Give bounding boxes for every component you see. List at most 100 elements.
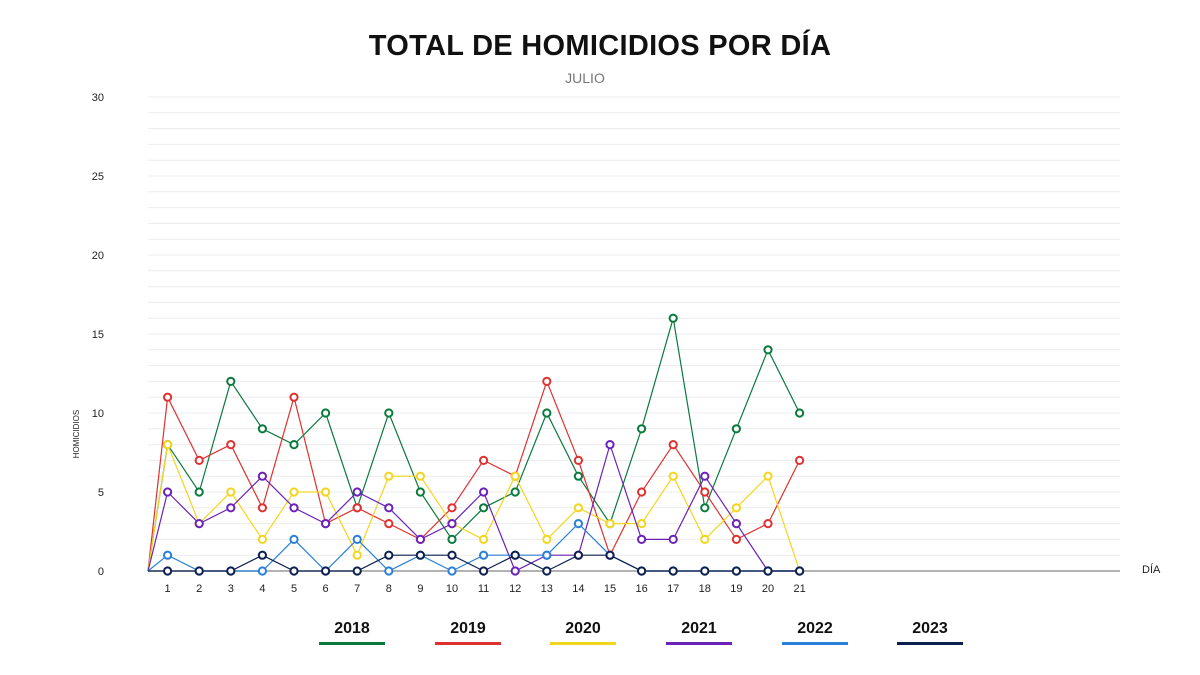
data-point — [795, 408, 805, 418]
data-point — [352, 487, 362, 497]
data-point — [700, 566, 710, 576]
legend-label: 2019 — [450, 620, 486, 637]
data-point — [542, 408, 552, 418]
legend-label: 2023 — [912, 620, 948, 637]
data-point — [352, 566, 362, 576]
data-point — [510, 566, 520, 576]
grid — [148, 96, 1120, 556]
y-axis-ticks: 0 5 10 15 20 25 30 — [92, 92, 104, 578]
data-point — [573, 550, 584, 560]
x-tick-label: 4 — [259, 583, 265, 595]
series-group — [147, 313, 805, 576]
data-point — [257, 534, 267, 545]
data-point — [573, 471, 584, 481]
x-tick-label: 13 — [541, 583, 553, 595]
data-point — [605, 550, 615, 560]
data-point — [384, 471, 394, 481]
data-point — [226, 440, 236, 450]
data-point — [447, 566, 457, 576]
data-point — [637, 534, 647, 545]
series-line — [147, 318, 801, 572]
data-point — [352, 550, 362, 560]
y-tick-label: 15 — [92, 329, 104, 341]
y-axis-label: HOMICIDIOS — [72, 410, 81, 458]
data-point — [352, 534, 362, 545]
data-point — [542, 566, 552, 576]
data-point — [226, 566, 236, 576]
data-point — [763, 566, 773, 576]
y-tick-label: 30 — [92, 92, 104, 104]
data-point — [573, 503, 584, 513]
data-point — [289, 534, 299, 545]
data-point — [637, 519, 647, 529]
data-point — [257, 471, 267, 481]
legend-swatch — [435, 642, 501, 645]
data-point — [668, 566, 678, 576]
data-point — [479, 550, 489, 560]
data-point — [542, 534, 552, 545]
data-point — [510, 487, 520, 497]
data-point — [479, 566, 489, 576]
legend-item: 2021 — [659, 620, 739, 645]
data-point — [637, 566, 647, 576]
legend-swatch — [782, 642, 848, 645]
data-point — [763, 345, 773, 355]
data-point — [700, 471, 710, 481]
data-point — [384, 550, 394, 560]
x-tick-label: 2 — [196, 583, 202, 595]
x-tick-label: 17 — [667, 583, 679, 595]
data-point — [668, 313, 678, 323]
x-tick-label: 16 — [635, 583, 647, 595]
x-tick-label: 15 — [604, 583, 616, 595]
y-tick-label: 20 — [92, 250, 104, 262]
legend-item: 2022 — [775, 620, 855, 645]
y-tick-label: 25 — [92, 171, 104, 183]
legend-label: 2018 — [334, 620, 370, 637]
data-point — [763, 471, 773, 481]
data-point — [731, 566, 742, 576]
x-tick-label: 6 — [323, 583, 329, 595]
data-point — [163, 566, 173, 576]
data-point — [605, 440, 615, 450]
data-point — [321, 408, 331, 418]
data-point — [668, 534, 678, 545]
y-tick-label: 0 — [98, 566, 104, 578]
data-point — [700, 534, 710, 545]
legend-item: 2023 — [890, 620, 970, 645]
chart-title: TOTAL DE HOMICIDIOS POR DÍA — [368, 30, 832, 62]
data-point — [605, 519, 615, 529]
data-point — [510, 550, 520, 560]
data-point — [415, 471, 425, 481]
data-point — [795, 455, 805, 465]
data-point — [384, 503, 394, 513]
data-point — [731, 424, 742, 434]
data-point — [479, 455, 489, 465]
data-point — [415, 487, 425, 497]
data-point — [289, 487, 299, 497]
data-point — [194, 487, 204, 497]
data-point — [384, 408, 394, 418]
data-point — [447, 519, 457, 529]
legend-swatch — [897, 642, 963, 645]
data-point — [479, 487, 489, 497]
data-point — [542, 376, 552, 386]
series-line — [147, 379, 801, 572]
data-point — [321, 566, 331, 576]
x-tick-label: 20 — [762, 583, 774, 595]
x-tick-label: 14 — [572, 583, 584, 595]
data-point — [731, 503, 742, 513]
data-point — [795, 566, 805, 576]
series-2018 — [147, 313, 805, 572]
series-line — [147, 442, 800, 572]
series-line — [148, 554, 800, 572]
series-2023 — [148, 550, 805, 576]
data-point — [447, 550, 457, 560]
data-point — [415, 534, 425, 545]
data-point — [163, 392, 173, 402]
x-tick-label: 7 — [354, 583, 360, 595]
data-point — [479, 503, 489, 513]
x-tick-label: 21 — [793, 583, 805, 595]
data-point — [668, 471, 678, 481]
x-tick-label: 3 — [228, 583, 234, 595]
